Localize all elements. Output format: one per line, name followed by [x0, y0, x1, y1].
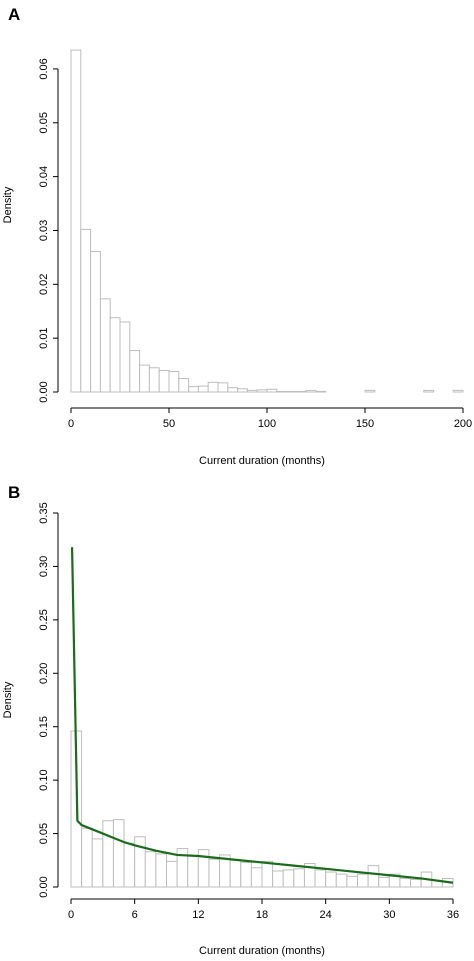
panel-a-x-axis-title: Current duration (months)	[199, 455, 325, 467]
histogram-bar	[346, 875, 359, 888]
panel-a-label: A	[8, 5, 20, 24]
panel-b-fitted-curve	[70, 547, 454, 884]
x-tick-label: 150	[356, 418, 374, 430]
histogram-bar	[166, 860, 178, 888]
histogram-bar	[178, 378, 190, 393]
y-tick-label: 0.03	[38, 220, 50, 241]
y-tick-label: 0.00	[38, 876, 50, 897]
y-tick-label: 0.10	[38, 769, 50, 790]
histogram-bar	[452, 389, 464, 393]
histogram-bar	[112, 819, 125, 888]
histogram-bar	[91, 838, 104, 888]
histogram-bar	[227, 387, 239, 393]
histogram-bar	[256, 389, 268, 393]
panel-b-y-axis-title: Density	[2, 681, 14, 718]
y-tick-label: 0.04	[38, 166, 50, 187]
panel-a-bars	[70, 49, 464, 393]
panel-b-bars	[70, 730, 454, 888]
histogram-bar	[144, 851, 157, 888]
histogram-bar	[410, 879, 422, 888]
histogram-bar	[158, 369, 170, 393]
histogram-bar	[240, 861, 252, 888]
histogram-bar	[207, 381, 219, 393]
histogram-bar	[139, 364, 150, 393]
histogram-bar	[187, 855, 199, 888]
histogram-bar	[99, 298, 111, 393]
y-tick-label: 0.15	[38, 716, 50, 737]
histogram-bar	[286, 390, 297, 393]
histogram-bar	[81, 827, 93, 888]
histogram-bar	[314, 869, 327, 888]
histogram-bar	[109, 317, 121, 393]
x-tick-label: 0	[68, 418, 74, 430]
histogram-bar	[123, 842, 136, 888]
x-tick-label: 200	[454, 418, 472, 430]
histogram-bar	[305, 389, 317, 393]
y-tick-label: 0.02	[38, 274, 50, 295]
y-tick-label: 0.00	[38, 381, 50, 402]
histogram-bar	[335, 873, 348, 888]
histogram-bar	[272, 870, 284, 888]
histogram-bar	[266, 388, 278, 393]
y-tick-label: 0.01	[38, 327, 50, 348]
histogram-bar	[129, 350, 141, 393]
panel-b-ticks: 0.00 0.05 0.10 0.15 0.20 0.25 0.30 0.35 0 6 12 18 24…	[38, 502, 459, 921]
histogram-bar	[80, 228, 92, 393]
histogram-bar	[148, 367, 160, 393]
y-tick-label: 0.06	[38, 58, 50, 79]
histogram-bar	[250, 867, 263, 888]
histogram-bar	[90, 250, 101, 393]
histogram-bar	[325, 871, 337, 888]
panel-b-label: B	[8, 483, 20, 502]
histogram-bar	[293, 868, 305, 888]
y-tick-label: 0.20	[38, 663, 50, 684]
y-tick-label: 0.35	[38, 502, 50, 523]
x-tick-label: 36	[447, 909, 459, 921]
histogram-bar	[70, 49, 82, 393]
x-tick-label: 30	[383, 909, 395, 921]
x-tick-label: 24	[320, 909, 332, 921]
panel-b: B 0.00 0.05 0.10 0.15 0.20 0.25 0.30 0.35 0 6 12 18…	[2, 483, 459, 957]
histogram-bar	[315, 390, 327, 393]
panel-a: A 0.00 0.01 0.02 0.03 0.04 0.05 0.06 0 50 100 150 2…	[2, 5, 472, 467]
panel-b-axes: 0.00 0.05 0.10 0.15 0.20 0.25 0.30 0.35 0 6 12 18 24…	[38, 502, 459, 921]
panel-a-ticks: 0.00 0.01 0.02 0.03 0.04 0.05 0.06 0 50 100 150 200	[38, 58, 472, 430]
y-tick-label: 0.25	[38, 609, 50, 630]
histogram-bar	[378, 876, 390, 888]
histogram-bar	[276, 390, 288, 393]
panel-a-y-axis-title: Density	[2, 186, 14, 223]
histogram-bar	[357, 873, 369, 888]
histogram-bar	[282, 869, 295, 888]
histogram-bar	[102, 820, 114, 888]
histogram-bar	[229, 859, 242, 888]
y-tick-label: 0.05	[38, 823, 50, 844]
histogram-bar	[188, 386, 199, 393]
histogram-bar	[423, 389, 435, 393]
x-tick-label: 12	[192, 909, 204, 921]
y-tick-label: 0.30	[38, 556, 50, 577]
histogram-bar	[119, 321, 131, 393]
x-tick-label: 6	[132, 909, 138, 921]
histogram-bar	[364, 389, 376, 393]
histogram-bar	[367, 865, 380, 888]
histogram-bar	[197, 385, 209, 393]
histogram-bar	[295, 390, 307, 393]
x-tick-label: 50	[163, 418, 175, 430]
panel-b-x-axis-title: Current duration (months)	[199, 945, 325, 957]
y-tick-label: 0.05	[38, 112, 50, 133]
histogram-bar	[261, 860, 274, 888]
x-tick-label: 100	[258, 418, 276, 430]
histogram-bar	[246, 389, 258, 393]
histogram-bar	[208, 858, 221, 888]
histogram-bar	[134, 836, 146, 888]
x-tick-label: 18	[256, 909, 268, 921]
panel-a-axes: 0.00 0.01 0.02 0.03 0.04 0.05 0.06 0 50 100 150 200	[38, 58, 472, 430]
x-tick-label: 0	[68, 909, 74, 921]
histogram-bar	[399, 877, 412, 888]
histogram-bar	[155, 853, 167, 888]
histogram-bar	[237, 388, 248, 393]
histogram-bar	[168, 371, 180, 393]
histogram-bar	[217, 382, 229, 393]
